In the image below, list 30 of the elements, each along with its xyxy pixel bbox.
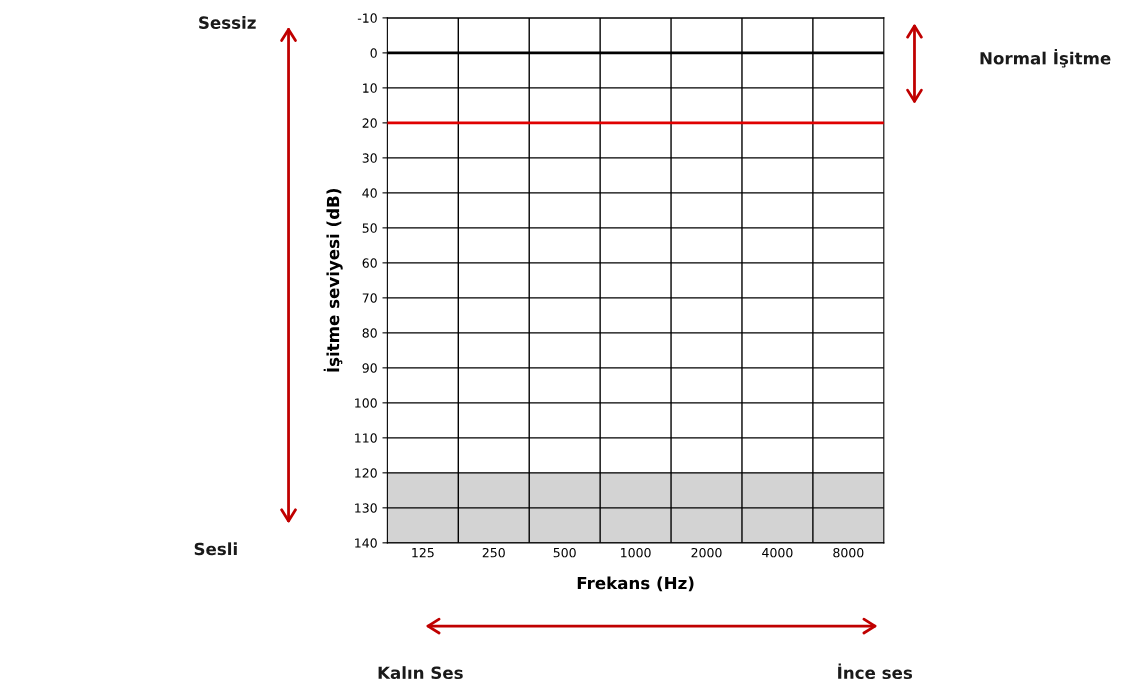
y-tick-label: 110 [355, 433, 377, 443]
x-tick-label: 8000 [833, 547, 864, 558]
y-tick-label: 70 [362, 293, 377, 303]
y-tick-label: 120 [355, 468, 377, 478]
y-tick-label: 90 [362, 363, 377, 373]
x-tick-label: 250 [482, 547, 505, 558]
text: Normal İşitme [980, 48, 1111, 68]
x-tick-label: 125 [412, 547, 434, 558]
y-tick-label: 30 [362, 153, 377, 163]
y-tick-label: 130 [355, 503, 377, 513]
y-tick-label: 40 [362, 188, 377, 198]
y-axis-title: İşitme seviyesi (dB) [323, 189, 343, 372]
y-tick-label: 100 [355, 398, 377, 408]
x-tick-label: 2000 [691, 547, 722, 558]
y-tick-label: 10 [363, 83, 377, 93]
x-tick-label: 500 [553, 547, 576, 558]
text: Kalın Ses [378, 666, 463, 680]
y-tick-label: -10 [357, 13, 377, 23]
text: İnce ses [838, 663, 913, 680]
y-tick-label: 80 [362, 328, 377, 338]
text: Sesli [194, 542, 237, 556]
y-tick-label: 60 [362, 258, 377, 268]
y-tick-label: 20 [362, 118, 377, 128]
x-axis-title: Frekans (Hz) [577, 576, 694, 592]
y-tick-label: 50 [362, 223, 377, 233]
x-tick-label: 1000 [621, 547, 651, 558]
y-tick-label: 140 [355, 538, 377, 548]
text: Sessiz [199, 16, 256, 29]
x-tick-label: 4000 [762, 547, 793, 558]
y-tick-label: 0 [370, 48, 377, 58]
